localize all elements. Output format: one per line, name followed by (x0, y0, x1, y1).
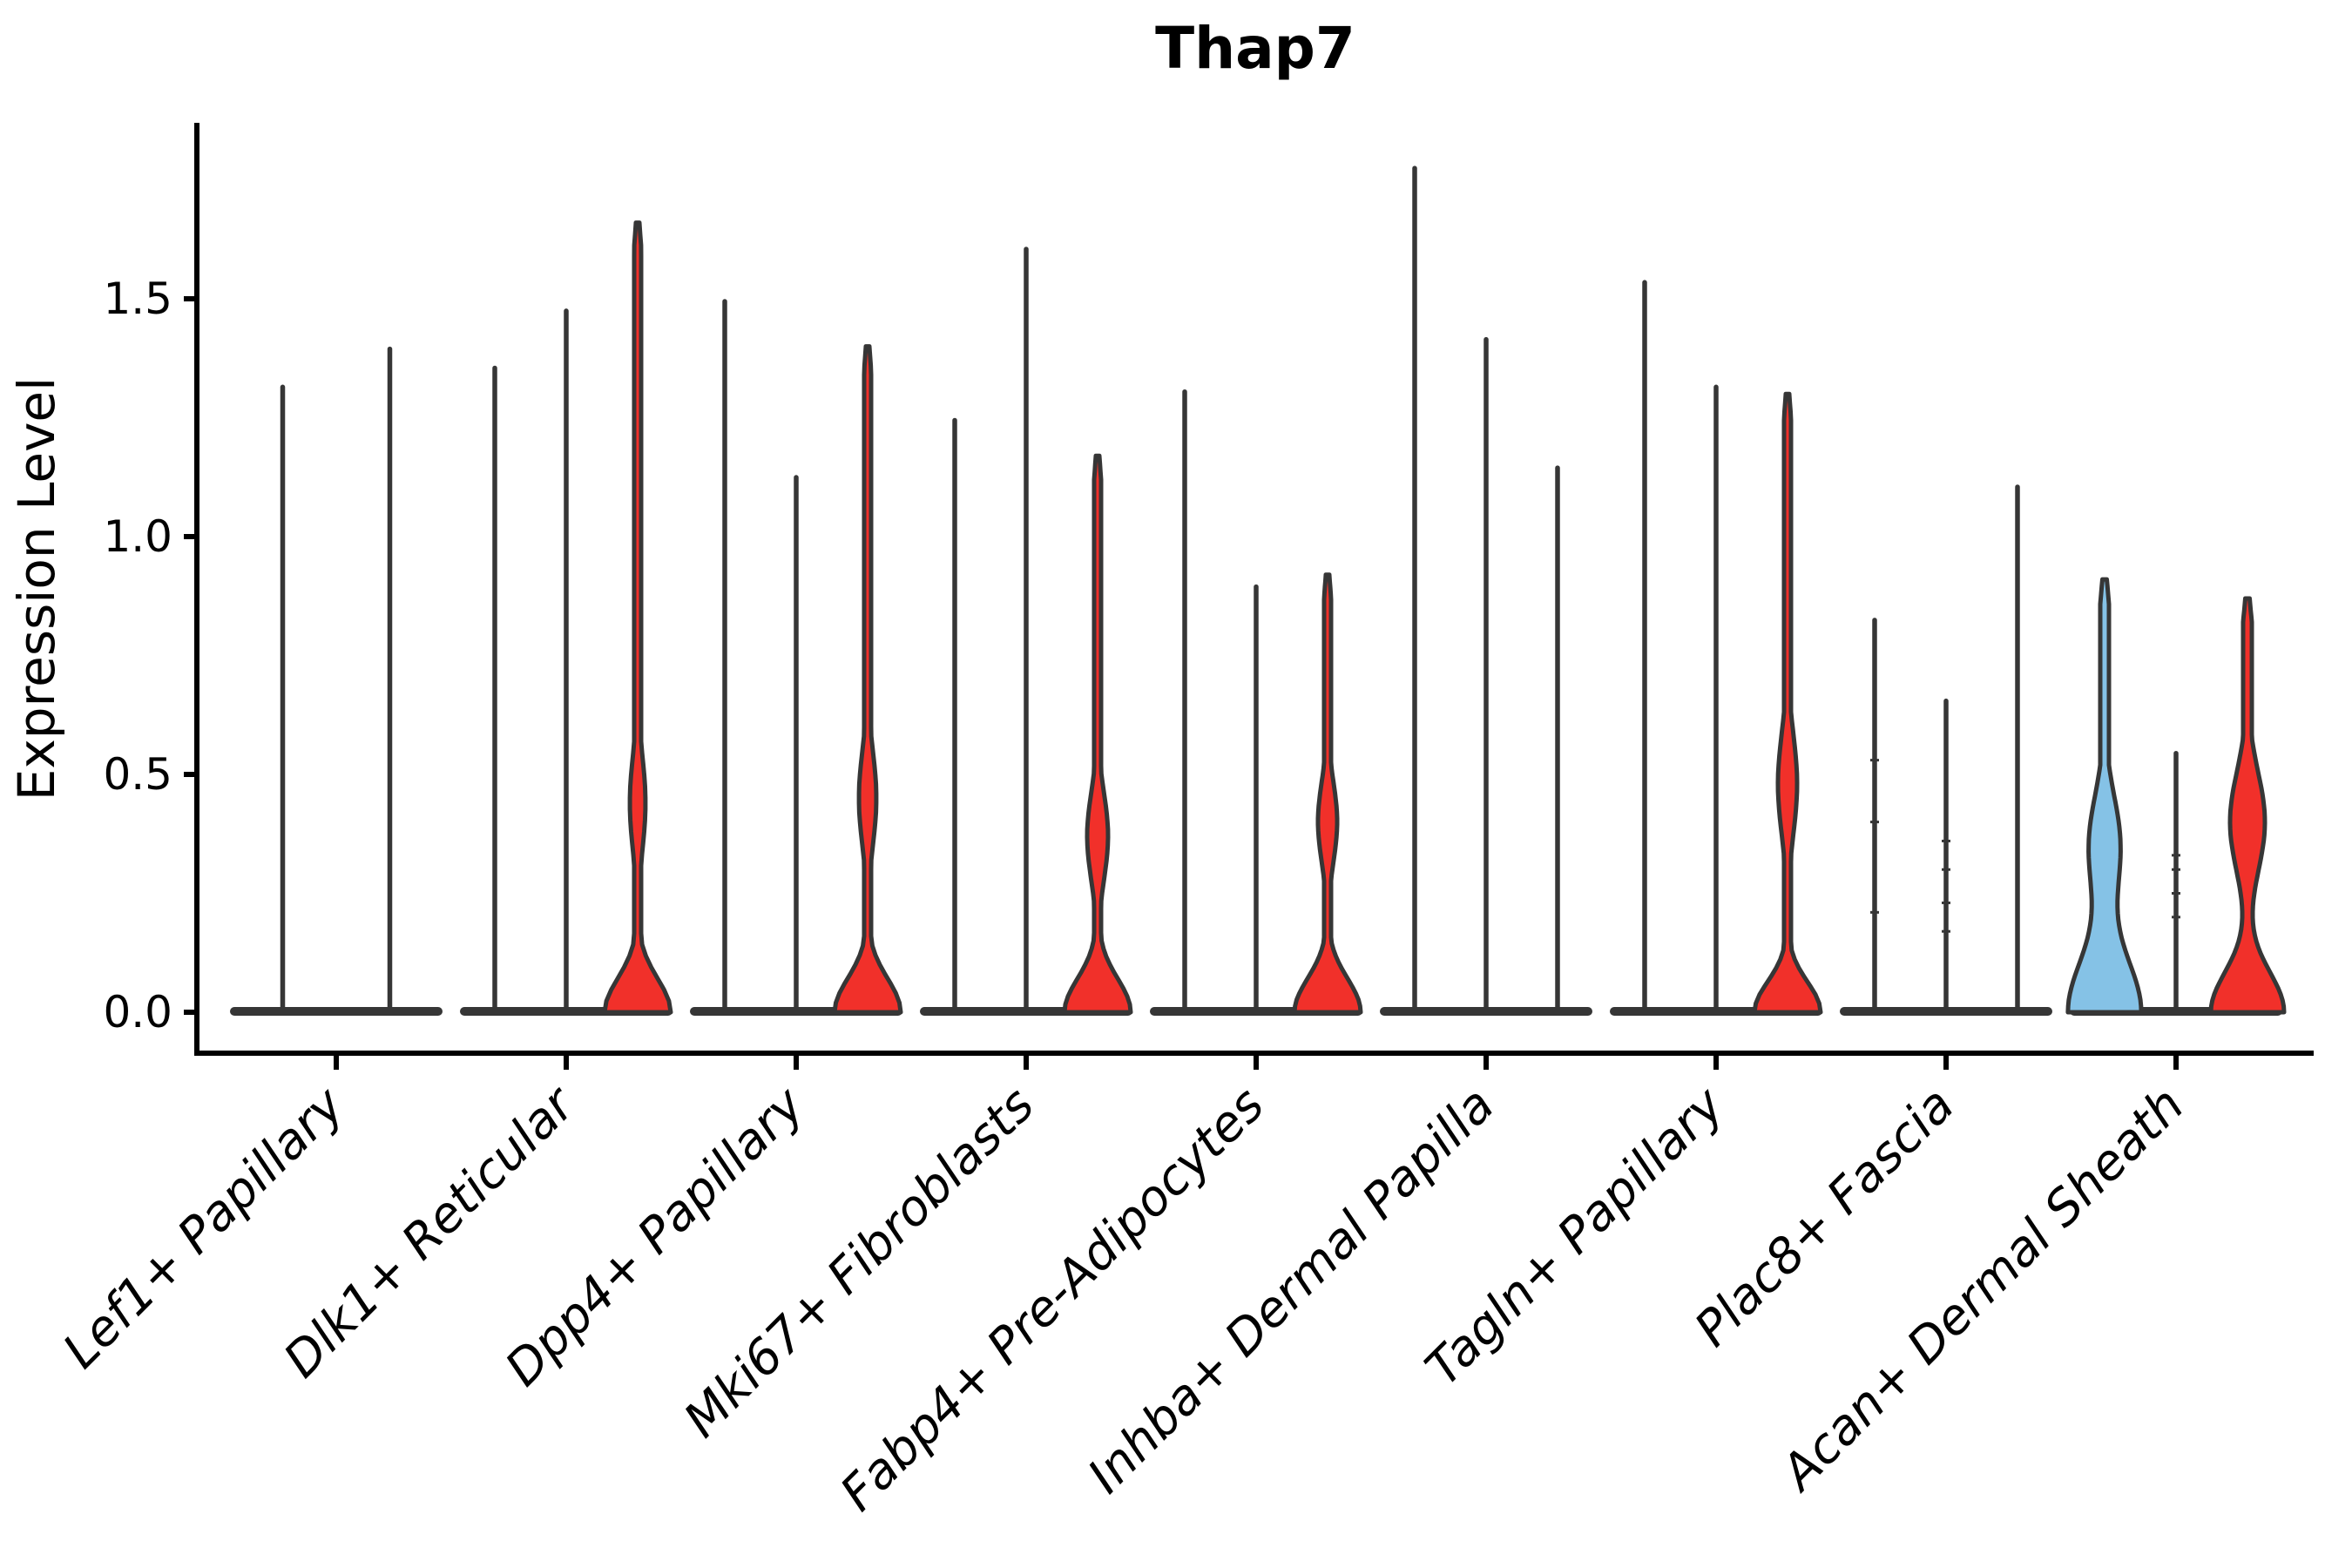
violin-group-dlk1-reticular (460, 220, 673, 1016)
violin-filled-red (832, 344, 903, 1015)
violin-group-acan-dermal-sheath (2065, 577, 2287, 1016)
y-tick-label: 1.5 (103, 274, 172, 324)
violins-layer (230, 166, 2287, 1016)
violin-filled-red (1752, 391, 1823, 1015)
x-tick-label-inhba-dermal-papilla: Inhba+ Dermal Papilla (1078, 1077, 1505, 1504)
violin-filled-blue (2065, 577, 2144, 1015)
violin-group-mki67-fibroblasts (920, 247, 1133, 1016)
x-tick-label-fabp4-pre-adipocytes: Fabp4+ Pre-Adipocytes (830, 1077, 1275, 1522)
violin-group-lef1-papillary (230, 346, 443, 1016)
violin-group-dpp4-papillary (690, 299, 903, 1016)
violin-group-tagln-papillary (1610, 280, 1823, 1016)
chart-title: Thap7 (1155, 15, 1355, 82)
violin-group-plac8-fascia (1840, 484, 2052, 1016)
y-axis-label: Expression Level (7, 377, 66, 801)
violin-filled-red (1292, 572, 1363, 1015)
violin-filled-red (1062, 453, 1133, 1015)
y-tick-label: 0.5 (103, 749, 172, 800)
y-axis-ticks: 0.0 0.5 1.0 1.5 (103, 274, 197, 1037)
violin-filled-red (2208, 596, 2287, 1015)
violin-group-fabp4-pre-adipocytes (1150, 389, 1363, 1016)
x-tick-label-acan-dermal-sheath: Acan+ Dermal Sheath (1769, 1077, 2195, 1503)
violin-filled-red (602, 220, 673, 1015)
y-tick-label: 0.0 (103, 987, 172, 1037)
y-tick-label: 1.0 (103, 511, 172, 562)
violin-group-inhba-dermal-papilla (1380, 166, 1592, 1016)
